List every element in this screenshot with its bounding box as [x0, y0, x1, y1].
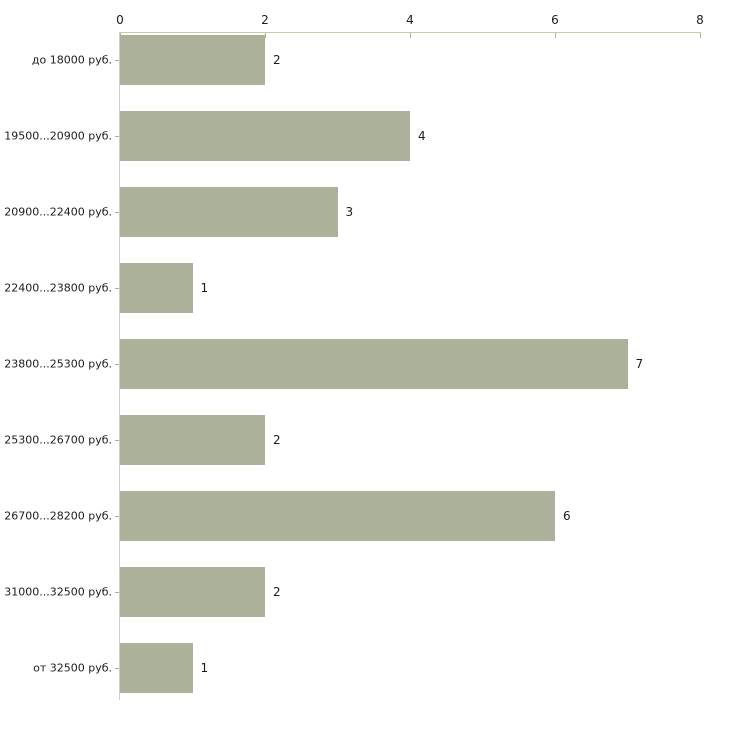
value-label: 2 [273, 433, 281, 447]
x-tick-mark [700, 33, 701, 38]
bar [120, 111, 410, 161]
value-label: 2 [273, 53, 281, 67]
category-label: до 18000 руб. [31, 53, 112, 67]
bar [120, 263, 193, 313]
value-label: 1 [200, 661, 209, 675]
bar [120, 567, 265, 617]
category-label: 20900...22400 руб. [4, 205, 112, 219]
category-tick-mark [115, 60, 119, 61]
category-tick-mark [115, 516, 119, 517]
category-label: 26700...28200 руб. [4, 509, 112, 523]
bar [120, 643, 193, 693]
x-tick-label: 4 [406, 13, 414, 27]
x-tick-label: 2 [261, 13, 269, 27]
bar [120, 491, 555, 541]
bar [120, 415, 265, 465]
category-label: 23800...25300 руб. [4, 357, 112, 371]
category-label: 31000...32500 руб. [4, 585, 112, 599]
category-tick-mark [115, 364, 119, 365]
x-axis-line [120, 32, 701, 33]
bar [120, 35, 265, 85]
category-label: от 32500 руб. [33, 661, 112, 675]
category-tick-mark [115, 592, 119, 593]
x-tick-label: 0 [116, 13, 124, 27]
x-tick-label: 6 [551, 13, 559, 27]
x-tick-mark [555, 33, 556, 38]
bar [120, 187, 338, 237]
x-tick-mark [265, 33, 266, 38]
category-tick-mark [115, 440, 119, 441]
category-tick-mark [115, 288, 119, 289]
category-label: 19500...20900 руб. [4, 129, 112, 143]
category-label: 25300...26700 руб. [4, 433, 112, 447]
category-tick-mark [115, 136, 119, 137]
x-tick-mark [410, 33, 411, 38]
value-label: 3 [345, 205, 354, 219]
value-label: 7 [635, 357, 644, 371]
category-tick-mark [115, 212, 119, 213]
value-label: 1 [200, 281, 209, 295]
value-label: 4 [418, 129, 426, 143]
y-axis-line [119, 32, 120, 700]
category-tick-mark [115, 668, 119, 669]
x-tick-label: 8 [696, 13, 704, 27]
bar [120, 339, 628, 389]
value-label: 2 [273, 585, 281, 599]
value-label: 6 [563, 509, 571, 523]
category-label: 22400...23800 руб. [4, 281, 112, 295]
